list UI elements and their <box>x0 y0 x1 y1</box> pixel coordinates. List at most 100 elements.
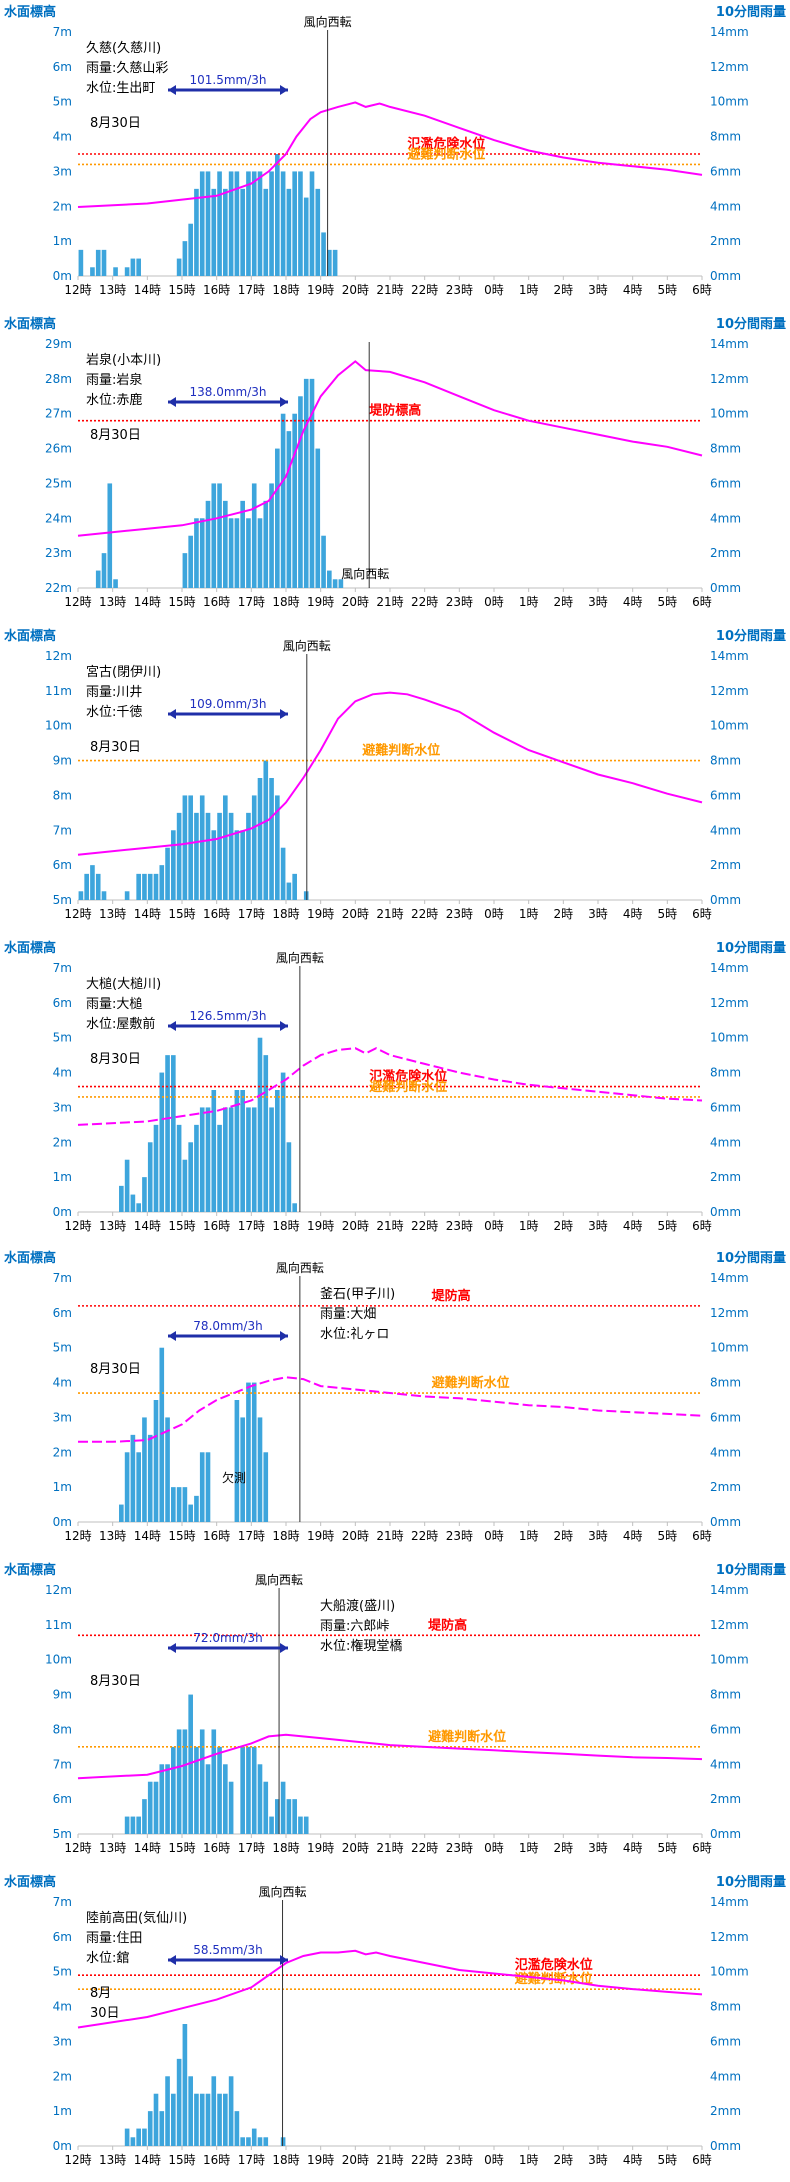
rain-bar <box>124 1159 130 1212</box>
x-tick-label: 5時 <box>658 1529 678 1543</box>
rain-bar <box>199 1452 205 1522</box>
rain-bar <box>153 2093 159 2146</box>
rain-tick-label: 0mm <box>710 1205 741 1219</box>
rate-arrow-head <box>168 1331 176 1341</box>
rain-bar <box>321 232 326 276</box>
rain-bar <box>182 1487 188 1522</box>
rain-bar <box>298 396 303 588</box>
date-label: 8月30日 <box>90 1052 141 1067</box>
rain-bar <box>246 1382 251 1522</box>
x-tick-label: 12時 <box>64 1529 91 1543</box>
rain-bar <box>303 378 309 588</box>
x-tick-label: 12時 <box>64 283 91 297</box>
x-tick-label: 5時 <box>658 283 678 297</box>
rain-bar <box>211 188 217 276</box>
x-tick-label: 21時 <box>376 2153 403 2167</box>
x-tick-label: 6時 <box>692 595 712 609</box>
rate-label: 138.0mm/3h <box>189 385 266 399</box>
rain-bar <box>321 535 326 588</box>
wl-tick-label: 5m <box>53 1031 72 1045</box>
rain-bar <box>124 1452 130 1522</box>
wl-tick-label: 27m <box>45 407 72 421</box>
rain-bar <box>101 891 107 900</box>
rain-bar <box>257 518 263 588</box>
x-tick-label: 14時 <box>134 1219 161 1233</box>
rain-bar <box>332 579 338 588</box>
rate-arrow-head <box>280 397 288 407</box>
rain-tick-label: 10mm <box>710 1031 749 1045</box>
station-info: 大槌(大槌川) <box>86 976 161 992</box>
rain-bar <box>165 1055 170 1212</box>
threshold-label: 堤防高 <box>428 1617 467 1633</box>
wl-tick-label: 2m <box>53 199 72 213</box>
rain-bar <box>280 413 286 588</box>
rain-bar <box>234 1400 240 1522</box>
rain-bar <box>124 267 130 276</box>
rain-tick-label: 14mm <box>710 25 749 39</box>
wl-tick-label: 1m <box>53 234 72 248</box>
rate-arrow-head <box>280 1021 288 1031</box>
rain-tick-label: 4mm <box>710 823 741 837</box>
x-tick-label: 6時 <box>692 907 712 921</box>
rain-bar <box>205 500 211 588</box>
rain-bar <box>246 171 251 276</box>
rain-bar <box>223 500 228 588</box>
wl-tick-label: 7m <box>53 1895 72 1909</box>
rain-axis-title: 10分間雨量 <box>716 316 786 332</box>
rain-bar <box>78 891 84 900</box>
station-info: 岩泉(小本川) <box>86 352 161 368</box>
x-tick-label: 16時 <box>203 595 230 609</box>
rain-bar <box>176 1124 182 1212</box>
x-tick-label: 5時 <box>658 1841 678 1855</box>
rain-tick-label: 6mm <box>710 476 741 490</box>
rate-arrow-head <box>168 397 176 407</box>
rain-tick-label: 4mm <box>710 199 741 213</box>
x-tick-label: 18時 <box>272 2153 299 2167</box>
x-tick-label: 20時 <box>342 907 369 921</box>
rain-bar <box>113 267 118 276</box>
wl-tick-label: 2m <box>53 1445 72 1459</box>
station-info: 水位:屋敷前 <box>86 1016 155 1032</box>
x-tick-label: 0時 <box>484 283 504 297</box>
station-info: 大船渡(盛川) <box>320 1598 395 1614</box>
station-info: 雨量:大畑 <box>320 1307 376 1322</box>
rain-bar <box>246 1746 251 1834</box>
x-tick-label: 5時 <box>658 595 678 609</box>
rain-bar <box>269 483 274 588</box>
rain-bar <box>228 518 234 588</box>
wl-tick-label: 23m <box>45 546 72 560</box>
rain-bar <box>327 249 332 276</box>
rain-bar <box>124 2128 130 2146</box>
rain-bar <box>257 2137 263 2146</box>
rain-axis-title: 10分間雨量 <box>716 1562 786 1578</box>
wl-tick-label: 3m <box>53 1410 72 1424</box>
x-tick-label: 0時 <box>484 907 504 921</box>
rain-tick-label: 4mm <box>710 2069 741 2083</box>
rain-bar <box>165 1417 170 1522</box>
x-tick-label: 23時 <box>446 1219 473 1233</box>
rain-bar <box>217 812 222 900</box>
rain-bar <box>257 1037 263 1212</box>
rate-arrow-head <box>168 1021 176 1031</box>
rain-bar <box>240 1417 245 1522</box>
rain-bar <box>142 1417 147 1522</box>
rain-bar <box>223 795 228 900</box>
x-tick-label: 17時 <box>238 595 265 609</box>
threshold-label: 避難判断水位 <box>432 1375 510 1391</box>
rain-bar <box>251 795 257 900</box>
x-tick-label: 22時 <box>411 283 438 297</box>
x-tick-label: 22時 <box>411 595 438 609</box>
rain-tick-label: 0mm <box>710 2139 741 2153</box>
wl-axis-title: 水面標高 <box>4 1250 56 1266</box>
x-tick-label: 20時 <box>342 1841 369 1855</box>
wl-tick-label: 6m <box>53 1306 72 1320</box>
rain-tick-label: 0mm <box>710 893 741 907</box>
wind-shift-label: 風向西転 <box>341 566 389 581</box>
rain-bar <box>269 171 274 276</box>
rain-bar <box>194 2093 199 2146</box>
x-tick-label: 20時 <box>342 1529 369 1543</box>
wl-tick-label: 3m <box>53 2034 72 2048</box>
rain-bar <box>130 1816 136 1834</box>
x-tick-label: 3時 <box>588 2153 608 2167</box>
rain-tick-label: 10mm <box>710 95 749 109</box>
